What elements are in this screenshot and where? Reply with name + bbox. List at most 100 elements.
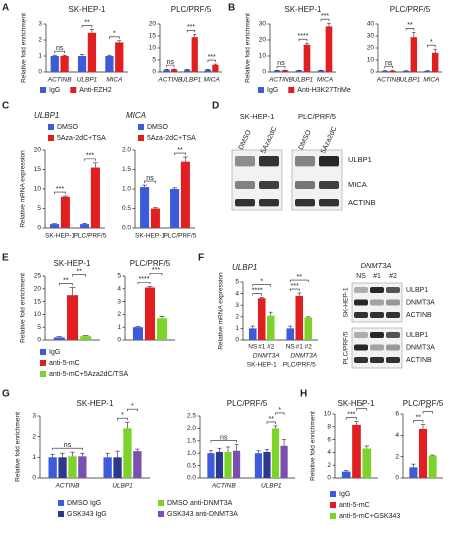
blot-band <box>354 287 368 293</box>
panel-label: A <box>2 3 9 14</box>
sig-label: ** <box>76 268 82 275</box>
bar <box>170 69 178 72</box>
y-axis-label: Relative fold enrichment <box>15 412 22 482</box>
x-tick-label: SK-HEP-1 <box>247 362 277 369</box>
sig-bracket <box>252 284 272 287</box>
y-tick-label: 2 <box>327 462 331 469</box>
chart-title: SK-HEP-1 <box>69 5 106 14</box>
blot-band <box>259 156 279 167</box>
blot-row-label: ACTINB <box>406 357 432 364</box>
y-tick-label: 10 <box>259 53 267 60</box>
legend-label: DMSO IgG <box>67 500 101 507</box>
y-tick-label: 0.5 <box>187 462 196 469</box>
bar <box>58 457 67 478</box>
y-tick-label: 3 <box>117 298 121 305</box>
y-tick-label: 1 <box>32 454 36 461</box>
y-axis-label: Relative fold enrichment <box>20 273 27 343</box>
blot-band <box>235 199 255 207</box>
sig-label: ns <box>385 60 393 67</box>
y-tick-label: 0 <box>32 475 36 482</box>
sig-label: ** <box>415 415 421 422</box>
blot-row-label: ULBP1 <box>406 287 428 294</box>
blot-band <box>354 332 368 338</box>
blot-row-label: ULBP1 <box>348 155 372 164</box>
blot-cell-line: SK-HEP-1 <box>240 112 275 121</box>
bar <box>409 467 418 478</box>
chart-title: MICA <box>126 111 146 120</box>
sig-label: *** <box>347 412 355 419</box>
legend-swatch <box>138 124 144 130</box>
blot-band <box>370 357 384 363</box>
y-axis-label: Relative fold enrichment <box>21 13 28 83</box>
bar <box>60 196 70 228</box>
sig-label: ** <box>269 416 275 423</box>
blot-lane: DMSO <box>238 129 253 151</box>
y-tick-label: 30 <box>367 33 375 40</box>
x-tick-label: PLC/PRF/5 <box>283 362 316 369</box>
x-tick-label: ULBP1 <box>77 77 98 84</box>
bar <box>352 424 361 478</box>
blot-row-label: MICA <box>348 180 367 189</box>
bar <box>286 328 295 340</box>
y-tick-label: 0 <box>37 225 41 232</box>
sig-bracket <box>54 50 65 54</box>
y-tick-label: 2 <box>38 37 42 44</box>
sig-bracket <box>298 38 308 42</box>
sig-bracket <box>384 65 393 69</box>
y-tick-label: 40 <box>367 21 375 28</box>
bar <box>156 318 168 340</box>
bar <box>273 70 281 72</box>
sig-label: ** <box>63 277 69 284</box>
sig-label: * <box>278 407 281 414</box>
sig-bracket <box>413 420 424 423</box>
sig-bracket <box>174 152 186 156</box>
sig-bracket <box>405 28 415 31</box>
blot-band <box>259 199 279 207</box>
legend-swatch <box>138 135 144 141</box>
legend-label: anti-5-mC <box>49 360 80 367</box>
y-tick-label: 1.5 <box>187 438 196 445</box>
bar-label: #2 <box>267 344 275 351</box>
bar <box>266 315 275 340</box>
bar <box>163 69 170 72</box>
blot-row-label: DNMT3A <box>406 299 435 306</box>
y-tick-label: 1 <box>235 325 239 332</box>
sig-bracket <box>72 274 86 277</box>
bar <box>50 56 59 72</box>
bar <box>48 457 57 478</box>
legend-swatch <box>40 360 46 366</box>
blot-band <box>354 299 368 306</box>
bar <box>389 70 396 72</box>
y-tick-label: 1.0 <box>187 450 196 457</box>
y-axis-label: Relative mRNA expression <box>218 272 225 350</box>
y-tick-label: 2 <box>235 314 239 321</box>
x-tick-label: ULBP1 <box>400 77 421 84</box>
y-tick-label: 0.0 <box>122 225 131 232</box>
bar <box>144 287 156 340</box>
y-tick-label: 0 <box>235 337 239 344</box>
bar <box>428 455 437 478</box>
bar <box>317 70 325 72</box>
x-tick-label: ULBP1 <box>112 483 133 490</box>
x-tick-label: MICA <box>204 77 220 84</box>
x-sublabel: DNMT3A <box>253 353 280 360</box>
legend-swatch <box>330 502 336 508</box>
sig-label: *** <box>291 283 299 290</box>
bar <box>341 471 351 478</box>
panel-label: H <box>300 389 307 400</box>
sig-label: * <box>260 279 263 286</box>
y-tick-label: 2.0 <box>122 147 131 154</box>
x-tick-label: ULBP1 <box>181 77 202 84</box>
sig-label: * <box>121 412 124 419</box>
bar <box>77 56 87 72</box>
blot-band <box>354 344 368 351</box>
bar <box>424 70 431 72</box>
sig-bracket <box>84 158 96 161</box>
blot-band <box>259 181 279 189</box>
y-axis-label: Relative mRNA expression <box>20 150 27 228</box>
legend-label: anti-5-mC+GSK343 <box>339 513 400 520</box>
bar <box>232 450 241 478</box>
blot-lane: NS <box>356 273 366 280</box>
bar-label: NS <box>286 344 296 351</box>
sig-label: ** <box>84 19 90 26</box>
